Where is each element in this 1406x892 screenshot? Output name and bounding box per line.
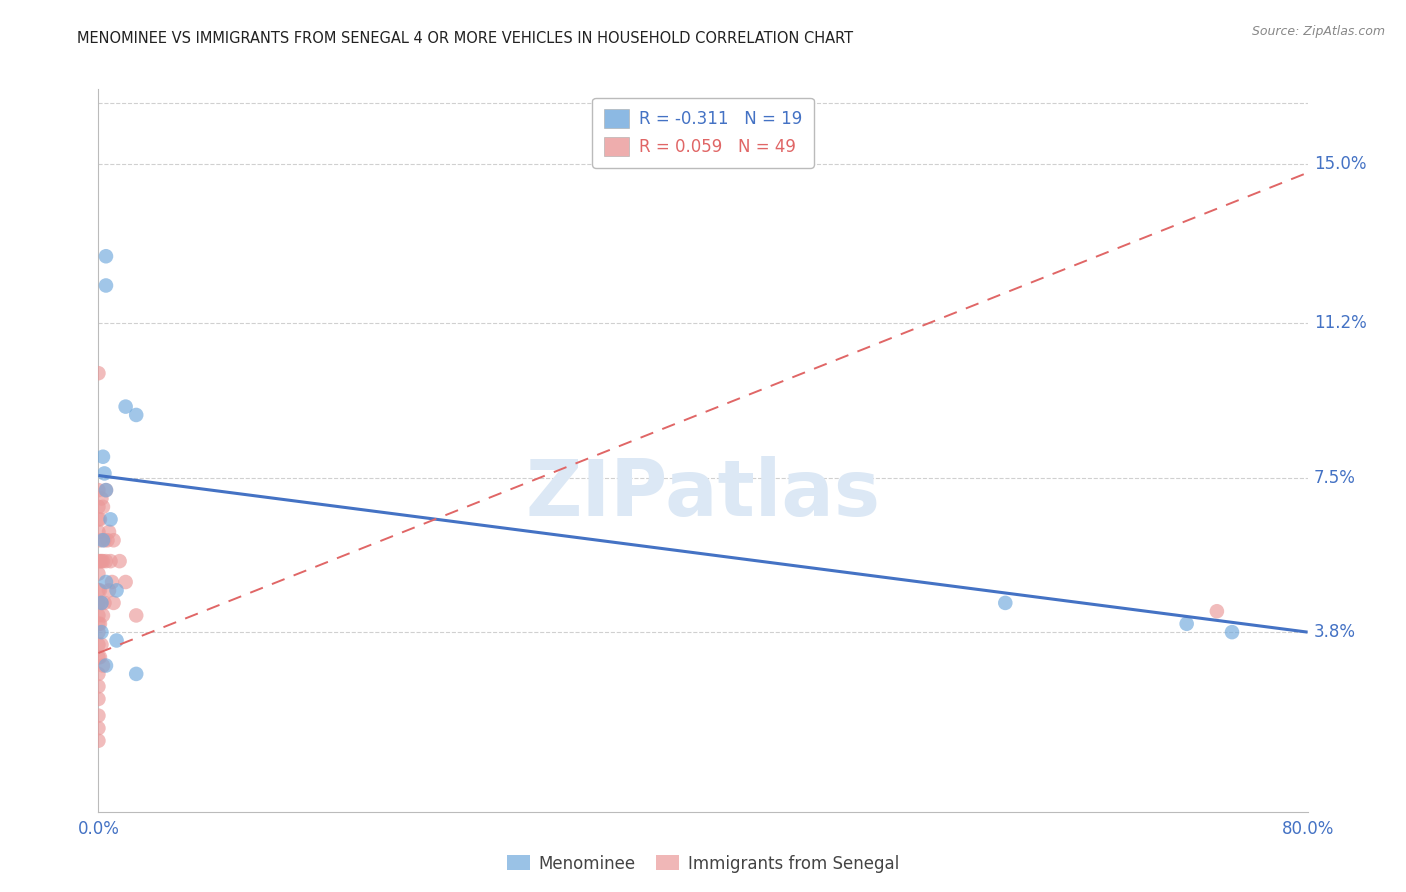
Point [87,733,110,747]
Point [100,554,122,568]
Point [87,554,110,568]
Point [101,574,124,589]
Point [90,638,112,652]
Point [90,596,112,610]
Point [91,658,114,673]
Point [108,554,131,568]
Text: 15.0%: 15.0% [1313,155,1367,173]
Point [94,554,117,568]
Point [93,533,115,548]
Point [87,483,110,497]
Point [91,554,114,568]
Point [87,366,110,380]
Point [94,249,117,263]
Text: MENOMINEE VS IMMIGRANTS FROM SENEGAL 4 OR MORE VEHICLES IN HOUSEHOLD CORRELATION: MENOMINEE VS IMMIGRANTS FROM SENEGAL 4 O… [77,31,853,46]
Point [90,554,112,568]
Text: 11.2%: 11.2% [1313,314,1367,332]
Point [103,596,125,610]
Legend: R = -0.311   N = 19, R = 0.059   N = 49: R = -0.311 N = 19, R = 0.059 N = 49 [592,97,814,168]
Point [94,658,117,673]
Point [1220,625,1243,640]
Point [125,608,148,623]
Point [87,616,110,631]
Point [1175,616,1198,631]
Point [87,566,110,581]
Point [89,583,111,598]
Point [89,554,111,568]
Point [1206,604,1229,618]
Point [105,633,128,648]
Point [89,533,111,548]
Point [94,483,117,497]
Point [87,666,110,681]
Point [87,692,110,706]
Point [94,278,117,293]
Point [90,596,112,610]
Point [96,533,118,548]
Point [125,666,148,681]
Point [89,616,111,631]
Point [89,650,111,665]
Point [94,574,117,589]
Point [98,583,121,598]
Point [91,608,114,623]
Point [125,408,148,422]
Point [91,500,114,514]
Point [100,512,122,526]
Point [105,583,128,598]
Point [103,533,125,548]
Point [98,524,121,539]
Text: Source: ZipAtlas.com: Source: ZipAtlas.com [1251,25,1385,38]
Point [87,625,110,640]
Point [90,625,112,640]
Point [91,450,114,464]
Point [91,533,114,548]
Point [93,596,115,610]
Point [94,483,117,497]
Point [87,500,110,514]
Point [87,524,110,539]
Text: 3.8%: 3.8% [1313,624,1355,641]
Point [114,574,136,589]
Point [93,467,115,481]
Text: 7.5%: 7.5% [1313,468,1355,487]
Text: ZIPatlas: ZIPatlas [526,456,880,532]
Point [87,638,110,652]
Point [90,491,112,506]
Point [87,721,110,735]
Point [87,512,110,526]
Legend: Menominee, Immigrants from Senegal: Menominee, Immigrants from Senegal [501,848,905,880]
Point [87,680,110,694]
Point [114,400,136,414]
Point [87,583,110,598]
Point [87,708,110,723]
Point [87,596,110,610]
Point [89,512,111,526]
Point [87,650,110,665]
Point [87,608,110,623]
Point [994,596,1017,610]
